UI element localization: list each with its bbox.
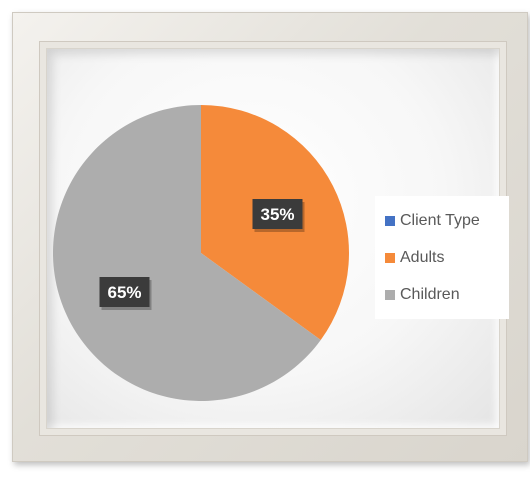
data-label-text: 65% (107, 283, 141, 302)
data-label-box (252, 199, 303, 229)
legend-swatch-children (385, 289, 395, 300)
pie-slice-children (52, 105, 321, 401)
legend-item-adults: Adults (385, 239, 505, 276)
data-label-box (99, 277, 150, 307)
data-label-children: 65% (99, 277, 152, 310)
legend-item-children: Children (385, 276, 505, 313)
data-label-text: 35% (260, 205, 294, 224)
legend-swatch-adults (385, 252, 395, 263)
legend-label-children: Children (400, 285, 460, 303)
chart-legend: Client Type Adults Children (375, 196, 509, 319)
pie-slices (52, 105, 349, 401)
legend-item-client-type: Client Type (385, 202, 505, 239)
legend-label-client-type: Client Type (400, 211, 480, 229)
data-label-adults: 35% (252, 199, 305, 232)
legend-swatch-client-type (385, 215, 395, 226)
pie-data-labels: 35% 65% (99, 199, 305, 310)
legend-label-adults: Adults (400, 248, 445, 266)
